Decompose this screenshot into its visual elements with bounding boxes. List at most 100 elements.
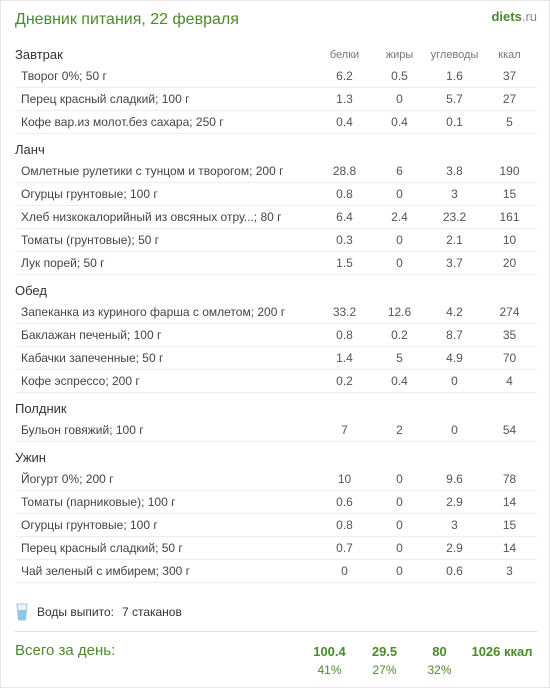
food-row: Огурцы грунтовые; 100 г0.80315 bbox=[15, 514, 537, 537]
fat-value: 0.5 bbox=[372, 65, 427, 88]
fat-value: 5 bbox=[372, 347, 427, 370]
col-protein: белки bbox=[317, 39, 372, 65]
kcal-value: 4 bbox=[482, 370, 537, 393]
meal-header-row: Обед bbox=[15, 275, 537, 302]
food-name: Творог 0%; 50 г bbox=[15, 65, 317, 88]
food-row: Творог 0%; 50 г6.20.51.637 bbox=[15, 65, 537, 88]
carbs-value: 0 bbox=[427, 370, 482, 393]
col-carbs: углеводы bbox=[427, 39, 482, 65]
kcal-value: 15 bbox=[482, 183, 537, 206]
fat-value: 0.2 bbox=[372, 324, 427, 347]
fat-value: 0.4 bbox=[372, 111, 427, 134]
protein-value: 10 bbox=[317, 468, 372, 491]
meal-header-row: Завтракбелкижирыуглеводыккал bbox=[15, 39, 537, 65]
protein-value: 0.6 bbox=[317, 491, 372, 514]
fat-value: 0.4 bbox=[372, 370, 427, 393]
fat-value: 2 bbox=[372, 419, 427, 442]
food-row: Баклажан печеный; 100 г0.80.28.735 bbox=[15, 324, 537, 347]
logo-brand: diets bbox=[491, 9, 521, 24]
fat-value: 12.6 bbox=[372, 301, 427, 324]
meal-header-row: Ужин bbox=[15, 442, 537, 469]
fat-value: 0 bbox=[372, 183, 427, 206]
diary-card: diets.ru Дневник питания, 22 февраля Зав… bbox=[0, 0, 550, 688]
protein-value: 0 bbox=[317, 560, 372, 583]
food-row: Перец красный сладкий; 50 г0.702.914 bbox=[15, 537, 537, 560]
food-name: Баклажан печеный; 100 г bbox=[15, 324, 317, 347]
fat-value: 0 bbox=[372, 229, 427, 252]
carbs-value: 8.7 bbox=[427, 324, 482, 347]
food-name: Перец красный сладкий; 100 г bbox=[15, 88, 317, 111]
total-kcal-pct bbox=[467, 661, 537, 679]
fat-value: 0 bbox=[372, 491, 427, 514]
food-name: Томаты (парниковые); 100 г bbox=[15, 491, 317, 514]
meal-name: Завтрак bbox=[15, 39, 317, 65]
meal-name: Обед bbox=[15, 275, 317, 302]
protein-value: 0.8 bbox=[317, 324, 372, 347]
kcal-value: 20 bbox=[482, 252, 537, 275]
protein-value: 6.2 bbox=[317, 65, 372, 88]
page-title: Дневник питания, 22 февраля bbox=[15, 11, 537, 29]
kcal-value: 274 bbox=[482, 301, 537, 324]
fat-value: 0 bbox=[372, 537, 427, 560]
total-protein-pct: 41% bbox=[302, 661, 357, 679]
protein-value: 0.4 bbox=[317, 111, 372, 134]
total-kcal: 1026 ккал bbox=[467, 642, 537, 661]
carbs-value: 1.6 bbox=[427, 65, 482, 88]
food-row: Кофе эспрессо; 200 г0.20.404 bbox=[15, 370, 537, 393]
carbs-value: 3.8 bbox=[427, 160, 482, 183]
food-name: Кофе эспрессо; 200 г bbox=[15, 370, 317, 393]
kcal-value: 14 bbox=[482, 491, 537, 514]
fat-value: 0 bbox=[372, 514, 427, 537]
logo-tld: .ru bbox=[522, 9, 537, 24]
carbs-value: 9.6 bbox=[427, 468, 482, 491]
total-carbs: 80 bbox=[412, 642, 467, 661]
fat-value: 0 bbox=[372, 560, 427, 583]
food-name: Кофе вар.из молот.без сахара; 250 г bbox=[15, 111, 317, 134]
kcal-value: 14 bbox=[482, 537, 537, 560]
carbs-value: 3 bbox=[427, 183, 482, 206]
totals-label: Всего за день: bbox=[15, 642, 302, 659]
carbs-value: 0 bbox=[427, 419, 482, 442]
food-name: Запеканка из куриного фарша с омлетом; 2… bbox=[15, 301, 317, 324]
food-name: Огурцы грунтовые; 100 г bbox=[15, 514, 317, 537]
fat-value: 6 bbox=[372, 160, 427, 183]
kcal-value: 27 bbox=[482, 88, 537, 111]
food-row: Хлеб низкокалорийный из овсяных отру...;… bbox=[15, 206, 537, 229]
food-row: Томаты (парниковые); 100 г0.602.914 bbox=[15, 491, 537, 514]
kcal-value: 70 bbox=[482, 347, 537, 370]
food-row: Кабачки запеченные; 50 г1.454.970 bbox=[15, 347, 537, 370]
carbs-value: 2.9 bbox=[427, 537, 482, 560]
fat-value: 2.4 bbox=[372, 206, 427, 229]
food-row: Огурцы грунтовые; 100 г0.80315 bbox=[15, 183, 537, 206]
water-row: Воды выпито: 7 стаканов bbox=[15, 597, 537, 632]
kcal-value: 54 bbox=[482, 419, 537, 442]
protein-value: 1.5 bbox=[317, 252, 372, 275]
kcal-value: 37 bbox=[482, 65, 537, 88]
meal-name: Ланч bbox=[15, 134, 317, 161]
total-fat: 29.5 bbox=[357, 642, 412, 661]
carbs-value: 0.6 bbox=[427, 560, 482, 583]
carbs-value: 0.1 bbox=[427, 111, 482, 134]
kcal-value: 78 bbox=[482, 468, 537, 491]
carbs-value: 3.7 bbox=[427, 252, 482, 275]
carbs-value: 2.9 bbox=[427, 491, 482, 514]
water-glass-icon bbox=[15, 603, 29, 621]
col-fat: жиры bbox=[372, 39, 427, 65]
kcal-value: 190 bbox=[482, 160, 537, 183]
carbs-value: 3 bbox=[427, 514, 482, 537]
food-row: Омлетные рулетики с тунцом и творогом; 2… bbox=[15, 160, 537, 183]
col-kcal: ккал bbox=[482, 39, 537, 65]
food-name: Огурцы грунтовые; 100 г bbox=[15, 183, 317, 206]
food-name: Хлеб низкокалорийный из овсяных отру...;… bbox=[15, 206, 317, 229]
water-value: 7 стаканов bbox=[122, 605, 182, 619]
food-row: Томаты (грунтовые); 50 г0.302.110 bbox=[15, 229, 537, 252]
protein-value: 0.8 bbox=[317, 183, 372, 206]
fat-value: 0 bbox=[372, 252, 427, 275]
meal-name: Ужин bbox=[15, 442, 317, 469]
protein-value: 7 bbox=[317, 419, 372, 442]
carbs-value: 2.1 bbox=[427, 229, 482, 252]
total-fat-pct: 27% bbox=[357, 661, 412, 679]
meal-name: Полдник bbox=[15, 393, 317, 420]
protein-value: 33.2 bbox=[317, 301, 372, 324]
site-logo: diets.ru bbox=[491, 9, 537, 24]
